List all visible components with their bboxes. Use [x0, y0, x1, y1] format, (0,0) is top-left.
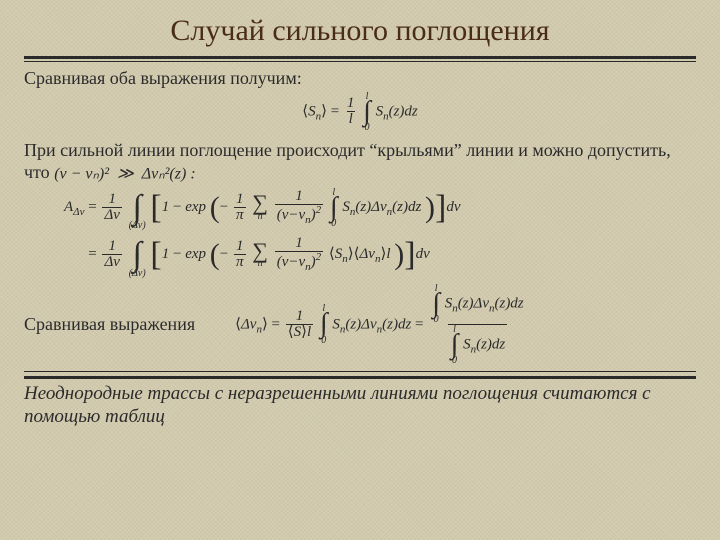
- conclusion-text: Неоднородные трассы с неразрешенными лин…: [24, 383, 696, 429]
- slide-title: Случай сильного поглощения: [24, 14, 696, 48]
- comparison-row: Сравнивая выражения ⟨Δνn⟩ = 1⟨S⟩l l∫0 Sn…: [24, 284, 696, 366]
- equation-2: AΔν = 1Δν ∫(Δν) [1 − exp (− 1π ∑n 1(ν−νn…: [64, 185, 696, 277]
- equation-3: ⟨Δνn⟩ = 1⟨S⟩l l∫0 Sn(z)Δνn(z)dz = l∫0 Sn…: [235, 284, 528, 366]
- equation-1: ⟨Sn⟩ = 1l l∫0 Sn(z)dz: [24, 92, 696, 132]
- intro-line-2: При сильной линии поглощение происходит …: [24, 140, 696, 183]
- inline-condition: (ν − νₙ)² ≫ Δνₙ²(z) :: [54, 165, 195, 182]
- top-rule: [24, 56, 696, 62]
- bottom-rule: [24, 371, 696, 379]
- intro-line-3: Сравнивая выражения: [24, 314, 195, 336]
- intro-line-1: Сравнивая оба выражения получим:: [24, 68, 696, 90]
